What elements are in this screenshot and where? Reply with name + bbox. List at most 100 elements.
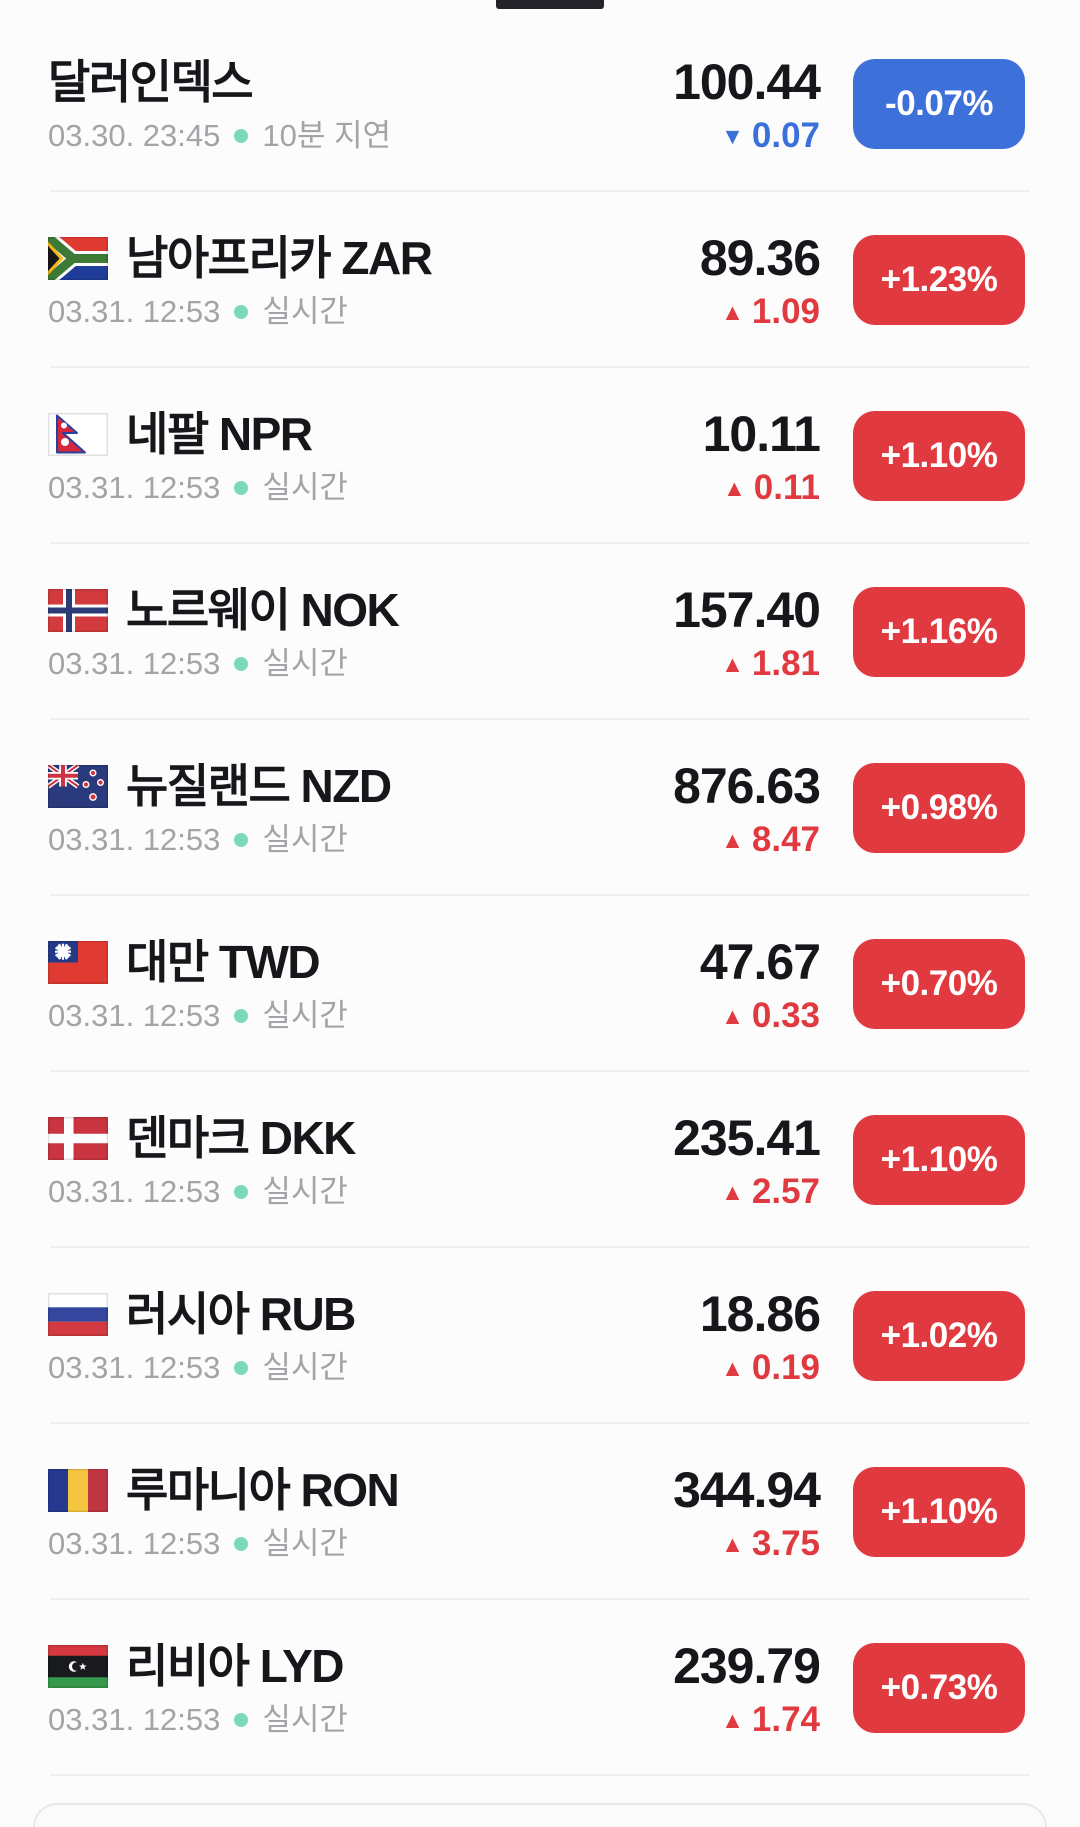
change-arrow-icon: ▲ xyxy=(721,1531,744,1557)
quote-date: 03.31. 12:53 xyxy=(48,470,221,505)
change-value: 3.75 xyxy=(751,1524,820,1563)
currency-row-lyd[interactable]: 리비아 LYD 03.31. 12:53 실시간 239.79 ▲ 1.74 +… xyxy=(0,1600,1080,1776)
percent-badge: +1.10% xyxy=(853,411,1025,501)
price: 876.63 xyxy=(673,758,821,814)
realtime-dot-icon xyxy=(234,481,249,495)
taiwan-flag-icon xyxy=(48,940,108,984)
realtime-dot-icon xyxy=(234,1009,249,1023)
realtime-dot-icon xyxy=(234,1185,249,1199)
realtime-dot-icon xyxy=(234,1713,249,1727)
change-arrow-icon: ▲ xyxy=(721,1179,744,1205)
currency-name: 루마니아 RON xyxy=(126,1464,400,1516)
price-change: ▲ 1.74 xyxy=(721,1702,820,1738)
currency-row-rub[interactable]: 러시아 RUB 03.31. 12:53 실시간 18.86 ▲ 0.19 +1… xyxy=(0,1248,1080,1424)
change-arrow-icon: ▲ xyxy=(721,1003,744,1029)
change-arrow-icon: ▲ xyxy=(721,651,744,677)
change-value: 0.19 xyxy=(751,1348,820,1387)
quote-status: 실시간 xyxy=(262,1174,348,1209)
change-value: 1.81 xyxy=(751,644,820,683)
currency-row-zar[interactable]: 남아프리카 ZAR 03.31. 12:53 실시간 89.36 ▲ 1.09 … xyxy=(0,192,1080,368)
price-change: ▲ 1.81 xyxy=(721,646,820,682)
realtime-dot-icon xyxy=(234,657,249,671)
delayed-dot-icon xyxy=(234,129,249,143)
realtime-dot-icon xyxy=(234,305,249,319)
quote-date: 03.31. 12:53 xyxy=(48,1526,221,1561)
price-change: ▼ 0.07 xyxy=(721,118,820,154)
price-change: ▲ 0.33 xyxy=(721,998,820,1034)
quote-date: 03.31. 12:53 xyxy=(48,1702,221,1737)
change-value: 0.07 xyxy=(751,116,820,155)
currency-row-ron[interactable]: 루마니아 RON 03.31. 12:53 실시간 344.94 ▲ 3.75 … xyxy=(0,1424,1080,1600)
currency-row-nok[interactable]: 노르웨이 NOK 03.31. 12:53 실시간 157.40 ▲ 1.81 … xyxy=(0,544,1080,720)
price: 10.11 xyxy=(702,406,821,462)
quote-date: 03.31. 12:53 xyxy=(48,1174,221,1209)
nepal-flag-icon xyxy=(48,412,108,456)
norway-flag-icon xyxy=(48,588,108,632)
percent-badge: +0.98% xyxy=(853,763,1025,853)
price: 157.40 xyxy=(673,582,821,638)
price-change: ▲ 2.57 xyxy=(721,1174,820,1210)
percent-badge: -0.07% xyxy=(853,59,1025,149)
price: 239.79 xyxy=(673,1638,821,1694)
change-arrow-icon: ▲ xyxy=(723,475,746,501)
currency-row-dkk[interactable]: 덴마크 DKK 03.31. 12:53 실시간 235.41 ▲ 2.57 +… xyxy=(0,1072,1080,1248)
change-value: 2.57 xyxy=(751,1172,820,1211)
price: 89.36 xyxy=(699,230,821,286)
percent-badge: +1.16% xyxy=(853,587,1025,677)
change-value: 0.11 xyxy=(753,468,820,507)
quote-status: 실시간 xyxy=(262,1350,348,1385)
top-drag-indicator xyxy=(496,0,604,9)
quote-status: 실시간 xyxy=(262,1702,348,1737)
new-zealand-flag-icon xyxy=(48,764,108,808)
quote-status: 10분 지연 xyxy=(262,118,392,153)
libya-flag-icon xyxy=(48,1644,108,1688)
price: 47.67 xyxy=(699,934,821,990)
quote-date: 03.31. 12:53 xyxy=(48,646,221,681)
quote-date: 03.31. 12:53 xyxy=(48,294,221,329)
change-value: 8.47 xyxy=(751,820,820,859)
currency-name: 뉴질랜드 NZD xyxy=(126,760,392,812)
currency-row-dollar-index[interactable]: 달러인덱스 03.30. 23:45 10분 지연 100.44 ▼ 0.07 … xyxy=(0,16,1080,192)
south-africa-flag-icon xyxy=(48,236,108,280)
price: 235.41 xyxy=(673,1110,821,1166)
price-change: ▲ 3.75 xyxy=(721,1526,820,1562)
currency-name: 리비아 LYD xyxy=(126,1640,345,1692)
change-arrow-icon: ▲ xyxy=(721,1707,744,1733)
currency-name: 러시아 RUB xyxy=(126,1288,356,1340)
percent-badge: +0.73% xyxy=(853,1643,1025,1733)
change-arrow-icon: ▲ xyxy=(721,299,744,325)
currency-row-nzd[interactable]: 뉴질랜드 NZD 03.31. 12:53 실시간 876.63 ▲ 8.47 … xyxy=(0,720,1080,896)
quote-date: 03.31. 12:53 xyxy=(48,1350,221,1385)
currency-name: 대만 TWD xyxy=(126,936,321,988)
quote-date: 03.30. 23:45 xyxy=(48,118,221,153)
quote-status: 실시간 xyxy=(262,822,348,857)
realtime-dot-icon xyxy=(234,833,249,847)
currency-row-twd[interactable]: 대만 TWD 03.31. 12:53 실시간 47.67 ▲ 0.33 +0.… xyxy=(0,896,1080,1072)
percent-badge: +1.02% xyxy=(853,1291,1025,1381)
currency-name: 덴마크 DKK xyxy=(126,1112,356,1164)
quote-status: 실시간 xyxy=(262,1526,348,1561)
price-change: ▲ 0.19 xyxy=(721,1350,820,1386)
percent-badge: +1.23% xyxy=(853,235,1025,325)
price: 18.86 xyxy=(699,1286,821,1342)
currency-name: 네팔 NPR xyxy=(126,408,313,460)
price-change: ▲ 0.11 xyxy=(723,470,820,506)
realtime-dot-icon xyxy=(234,1361,249,1375)
currency-name: 달러인덱스 xyxy=(48,56,254,108)
currency-name: 노르웨이 NOK xyxy=(126,584,400,636)
currency-list: 달러인덱스 03.30. 23:45 10분 지연 100.44 ▼ 0.07 … xyxy=(0,16,1080,1776)
next-section-card-edge xyxy=(33,1803,1047,1827)
denmark-flag-icon xyxy=(48,1116,108,1160)
romania-flag-icon xyxy=(48,1468,108,1512)
quote-status: 실시간 xyxy=(262,646,348,681)
quote-date: 03.31. 12:53 xyxy=(48,998,221,1033)
change-arrow-icon: ▲ xyxy=(721,1355,744,1381)
price-change: ▲ 8.47 xyxy=(721,822,820,858)
percent-badge: +0.70% xyxy=(853,939,1025,1029)
change-value: 0.33 xyxy=(751,996,820,1035)
currency-row-npr[interactable]: 네팔 NPR 03.31. 12:53 실시간 10.11 ▲ 0.11 +1.… xyxy=(0,368,1080,544)
price: 344.94 xyxy=(673,1462,821,1518)
russia-flag-icon xyxy=(48,1292,108,1336)
quote-status: 실시간 xyxy=(262,470,348,505)
realtime-dot-icon xyxy=(234,1537,249,1551)
